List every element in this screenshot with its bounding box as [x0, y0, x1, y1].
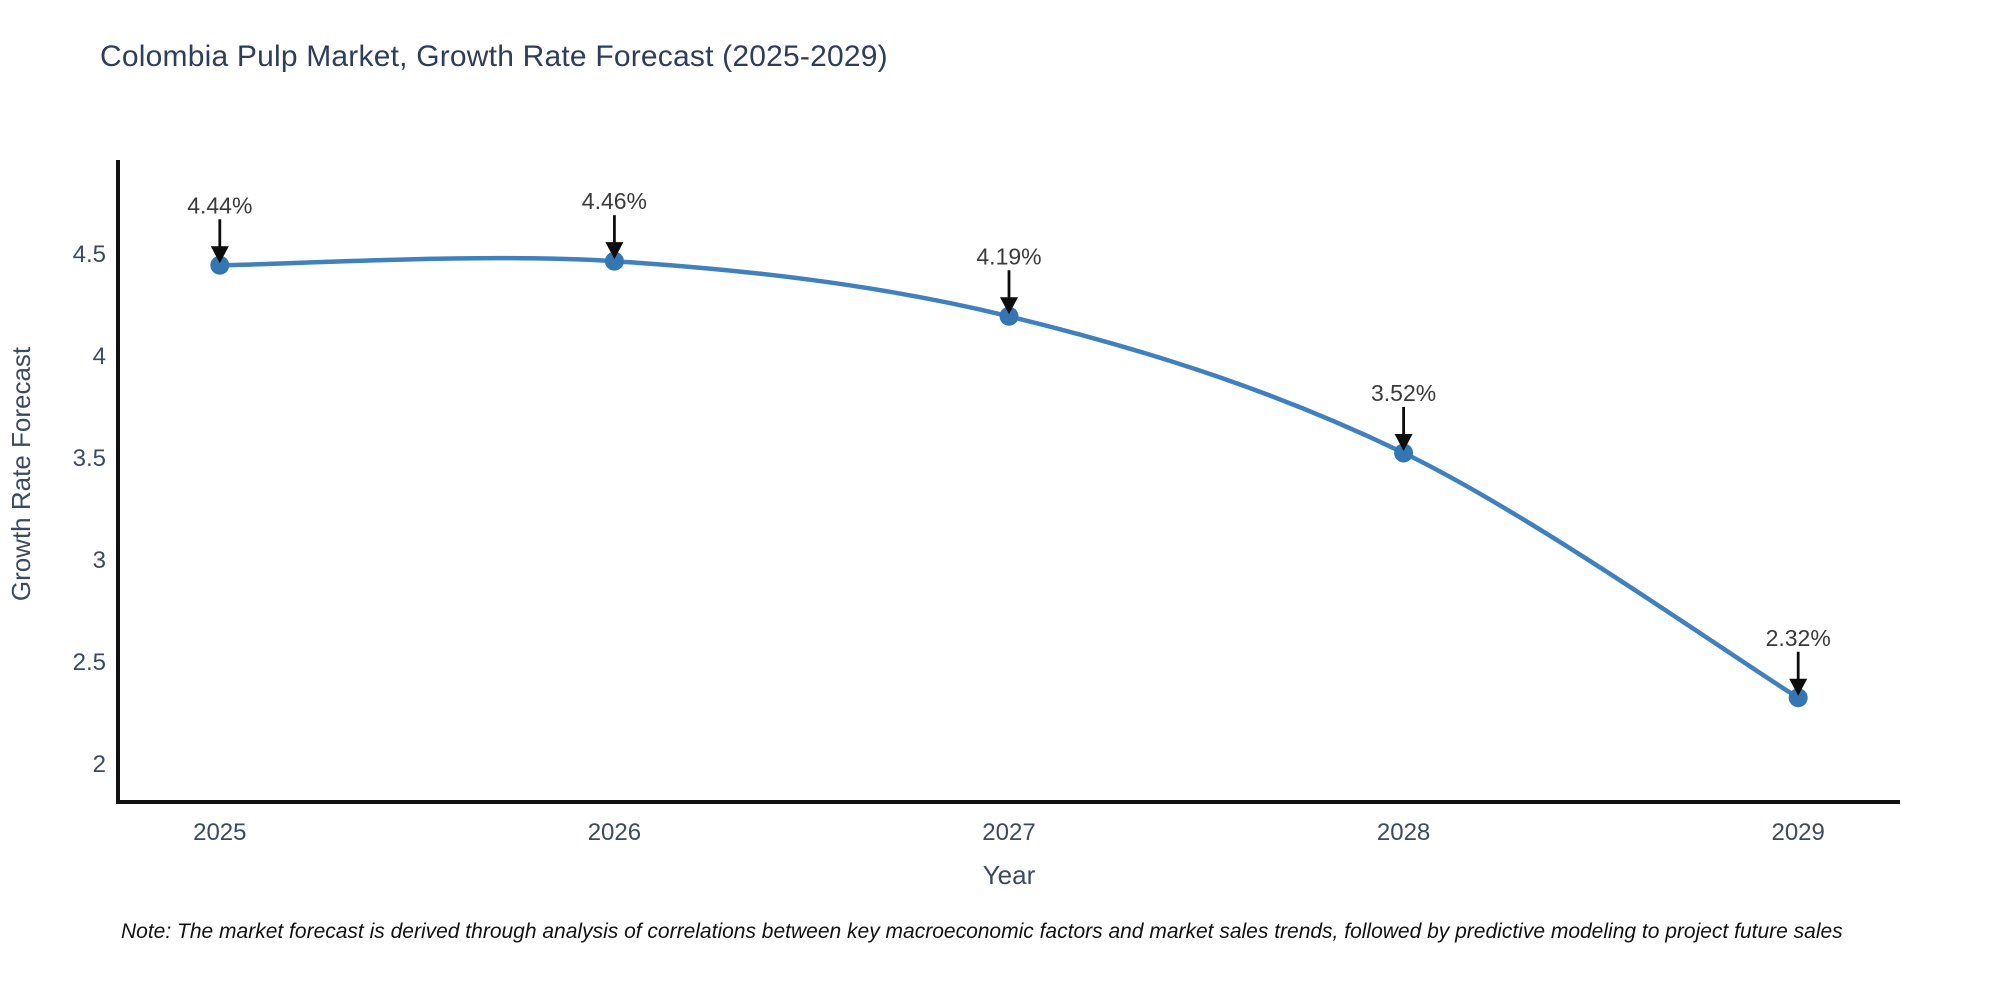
- annotation-arrowhead: [1394, 433, 1413, 451]
- annotation-arrowhead: [1000, 297, 1018, 315]
- y-axis-title: Growth Rate Forecast: [6, 346, 36, 601]
- x-tick-label: 2025: [193, 819, 246, 846]
- data-point-2026[interactable]: [604, 251, 624, 271]
- y-tick-label: 4.5: [73, 241, 106, 268]
- y-tick-label: 2.5: [73, 649, 106, 676]
- annotation-label-2027: 4.19%: [976, 243, 1041, 269]
- data-point-2028[interactable]: [1394, 443, 1414, 463]
- annotation-label-2029: 2.32%: [1766, 625, 1831, 651]
- y-tick-label: 4: [93, 343, 106, 370]
- annotation-arrowhead: [605, 242, 624, 260]
- data-point-2027[interactable]: [999, 306, 1019, 326]
- x-tick-label: 2026: [588, 819, 641, 846]
- forecast-line: [217, 255, 1801, 701]
- chart-title: Colombia Pulp Market, Growth Rate Foreca…: [100, 40, 888, 73]
- x-tick-label: 2027: [982, 819, 1035, 846]
- annotation-arrowhead: [210, 246, 229, 264]
- annotation-label-2028: 3.52%: [1371, 380, 1436, 406]
- annotation-label-2026: 4.46%: [582, 188, 647, 214]
- annotation-label-2025: 4.44%: [187, 192, 252, 218]
- data-point-2025[interactable]: [210, 255, 230, 275]
- y-tick-label: 3.5: [73, 445, 106, 472]
- x-tick-label: 2029: [1771, 819, 1824, 846]
- annotation-arrowhead: [1789, 678, 1808, 696]
- x-tick-label: 2028: [1377, 819, 1430, 846]
- data-point-2029[interactable]: [1788, 688, 1808, 708]
- y-tick-label: 2: [93, 751, 106, 778]
- footnote: Note: The market forecast is derived thr…: [121, 920, 1843, 943]
- x-axis-title: Year: [983, 860, 1036, 890]
- y-tick-label: 3: [93, 547, 106, 574]
